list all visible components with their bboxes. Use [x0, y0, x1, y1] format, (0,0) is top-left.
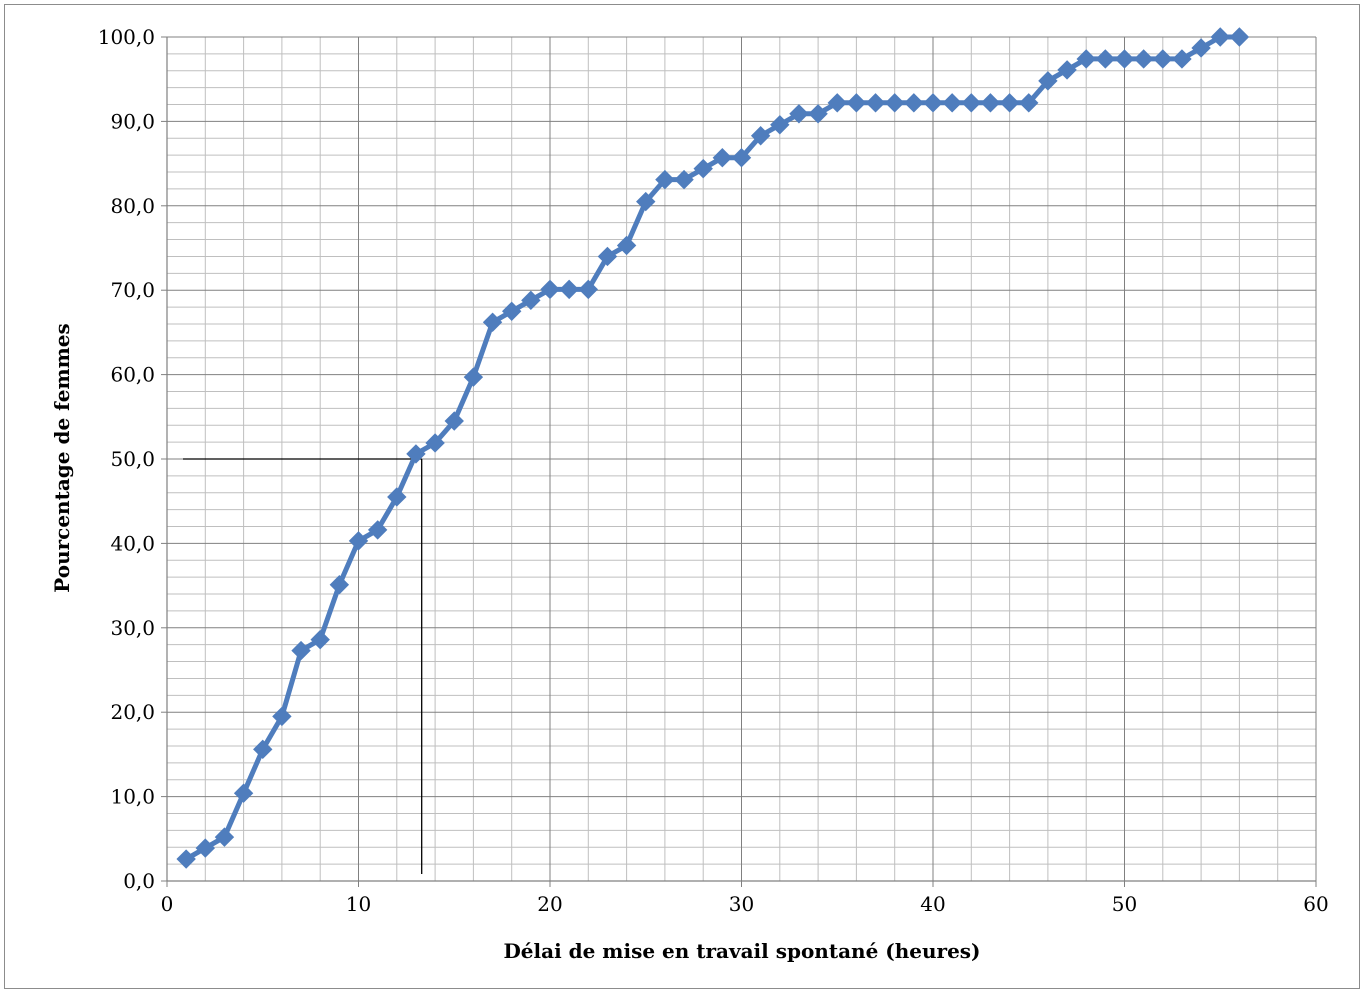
data-point-marker	[329, 575, 350, 595]
y-tick-label: 60,0	[110, 363, 155, 387]
data-point-marker	[750, 126, 771, 146]
data-point-marker	[616, 235, 637, 256]
data-point-marker	[1076, 49, 1096, 69]
data-point-marker	[559, 279, 579, 300]
data-point-marker	[1057, 60, 1077, 80]
data-point-marker	[923, 93, 943, 113]
data-point-marker	[272, 706, 292, 727]
data-point-marker	[865, 93, 886, 113]
data-point-marker	[655, 169, 675, 190]
data-point-marker	[195, 838, 216, 858]
data-point-marker	[1095, 49, 1116, 69]
data-point-marker	[1210, 27, 1230, 47]
y-axis-title: Pourcentage de femmes	[50, 323, 74, 593]
y-tick-labels: 0,0 10,0 20,0 30,0 40,0 50,0 60,0 70,0 80,0 90,0 1…	[98, 25, 155, 893]
data-point-marker	[827, 93, 847, 113]
y-tick-label: 40,0	[110, 531, 155, 555]
series-group	[176, 27, 1250, 869]
data-point-marker	[176, 849, 196, 869]
data-point-marker	[1172, 49, 1192, 69]
data-point-marker	[942, 93, 962, 113]
y-tick-label: 20,0	[110, 700, 155, 724]
data-point-marker	[291, 640, 311, 661]
y-tick-label: 90,0	[110, 109, 155, 133]
data-point-marker	[770, 115, 790, 135]
data-point-marker	[463, 367, 484, 387]
x-axis-title: Délai de mise en travail spontané (heure…	[503, 939, 980, 963]
data-point-marker	[348, 531, 369, 551]
data-point-marker	[1114, 49, 1135, 69]
data-point-marker	[904, 93, 924, 113]
series-line	[184, 34, 1240, 862]
data-point-marker	[253, 739, 273, 760]
data-point-marker	[808, 104, 828, 124]
data-point-marker	[367, 520, 388, 540]
data-point-marker	[1191, 38, 1211, 58]
y-tick-label: 100,0	[98, 25, 155, 49]
data-point-marker	[482, 312, 503, 332]
data-point-marker	[214, 827, 235, 847]
data-point-marker	[1038, 71, 1058, 91]
data-point-marker	[425, 433, 445, 453]
data-point-marker	[846, 93, 867, 113]
data-point-marker	[980, 93, 1001, 113]
data-point-marker	[521, 290, 541, 311]
data-point-marker	[712, 147, 733, 168]
data-point-marker	[961, 93, 982, 113]
x-tick-label: 0	[161, 892, 174, 916]
y-tick-label: 30,0	[110, 616, 155, 640]
x-tick-label: 10	[346, 892, 371, 916]
x-tick-labels: 0 10 20 30 40 50 60	[161, 892, 1329, 916]
data-point-marker	[1153, 49, 1173, 69]
y-tick-label: 80,0	[110, 194, 155, 218]
x-tick-label: 30	[729, 892, 754, 916]
y-tick-label: 0,0	[123, 869, 155, 893]
data-point-marker	[1133, 49, 1154, 69]
data-point-marker	[444, 411, 464, 431]
data-point-marker	[1229, 27, 1250, 47]
data-point-marker	[501, 301, 522, 322]
median-guide-lines	[183, 458, 423, 874]
x-tick-label: 50	[1112, 892, 1137, 916]
data-point-marker	[233, 783, 254, 803]
major-grid	[161, 36, 1317, 887]
data-point-marker	[636, 191, 656, 212]
data-point-marker	[406, 444, 426, 464]
data-point-marker	[578, 279, 599, 300]
x-tick-label: 20	[537, 892, 562, 916]
data-point-marker	[674, 169, 694, 190]
x-tick-label: 40	[920, 892, 945, 916]
x-tick-label: 60	[1303, 892, 1328, 916]
y-tick-label: 50,0	[110, 447, 155, 471]
data-point-marker	[789, 104, 809, 124]
data-point-marker	[731, 147, 752, 168]
y-tick-label: 70,0	[110, 278, 155, 302]
data-point-marker	[1019, 93, 1039, 113]
data-point-marker	[597, 246, 618, 267]
data-point-marker	[540, 279, 560, 300]
data-point-marker	[693, 158, 713, 179]
data-point-marker	[999, 93, 1020, 113]
y-tick-label: 10,0	[110, 785, 155, 809]
data-point-marker	[310, 629, 330, 650]
data-point-marker	[387, 487, 407, 507]
data-point-marker	[884, 93, 905, 113]
